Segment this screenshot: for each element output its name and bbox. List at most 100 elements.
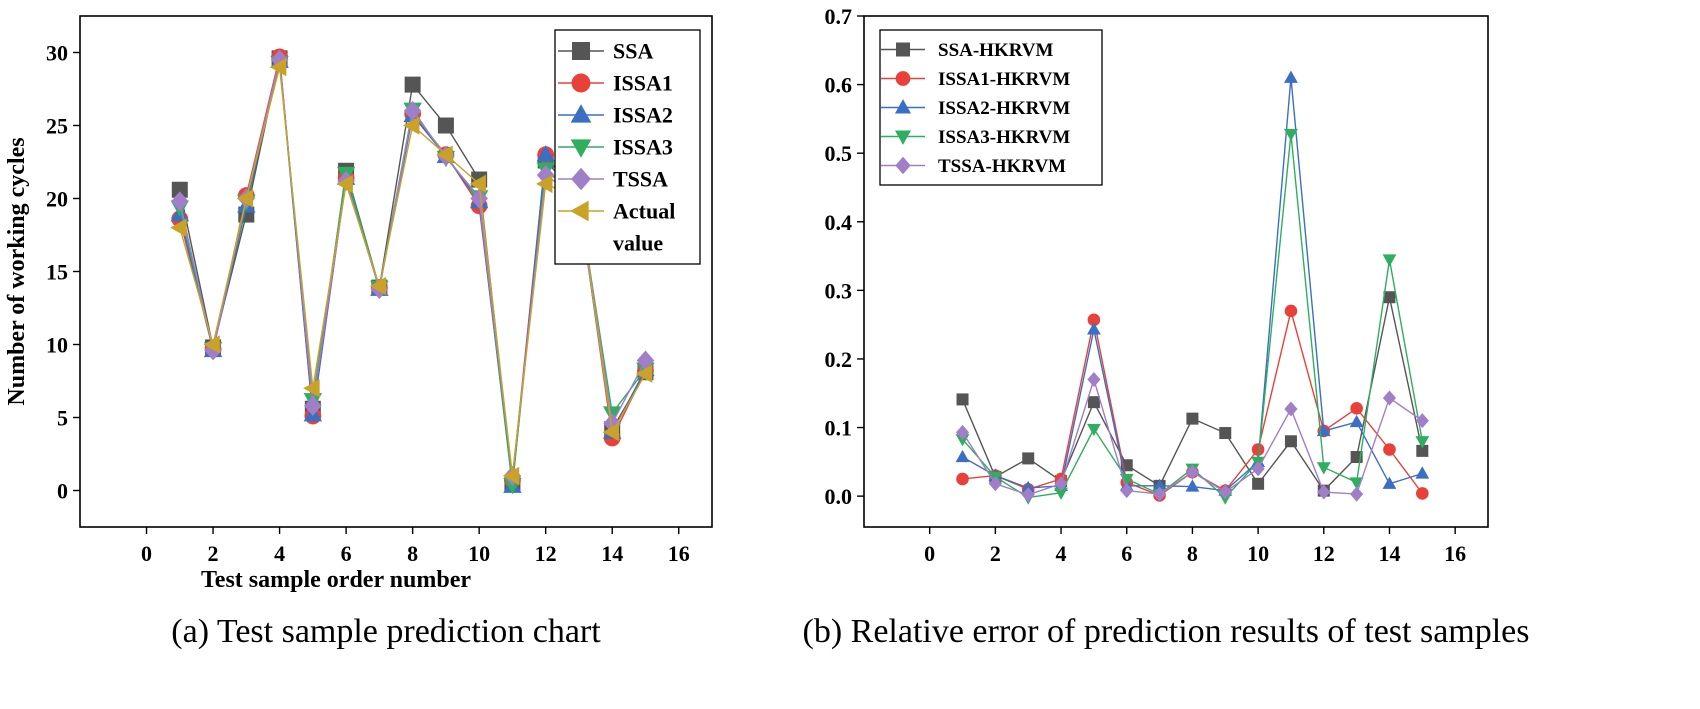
chart-b-data-point (956, 393, 969, 406)
chart-b-y-tick-label: 0.2 (825, 347, 853, 372)
chart-a-y-tick-label: 20 (46, 187, 68, 212)
chart-a-legend-marker (570, 139, 592, 158)
chart-b-legend-label: ISSA2-HKRVM (938, 98, 1070, 119)
chart-b-legend-marker (895, 71, 911, 86)
chart-b-legend-item: ISSA3-HKRVM (881, 127, 1070, 148)
chart-a-legend-label-line: value (613, 231, 663, 256)
chart-a-data-point (403, 100, 422, 121)
chart-b-data-point (955, 449, 970, 463)
chart-a-data-point (536, 145, 555, 162)
chart-b-data-point (1382, 254, 1397, 267)
chart-b-data-point (1382, 476, 1397, 489)
chart-a-legend-item: SSA (558, 39, 653, 64)
chart-a-data-point (469, 174, 486, 194)
chart-b-x-tick-label: 2 (990, 541, 1001, 566)
chart-b-x-tick-label: 0 (924, 541, 935, 566)
chart-b-data-point (1382, 390, 1397, 406)
chart-b-x-tick-label: 10 (1247, 541, 1269, 566)
chart-b-data-point (1349, 414, 1364, 428)
chart-a-data-point (270, 49, 289, 70)
chart-a-data-point (204, 340, 222, 361)
chart-a-legend-item: ISSA2 (558, 103, 673, 128)
chart-b-x-tick-label: 14 (1378, 541, 1400, 566)
chart-a-data-point (403, 116, 420, 135)
chart-b-data-point (1086, 322, 1101, 335)
chart-b-y-tick-label: 0.1 (825, 416, 853, 441)
chart-b-data-point (988, 476, 1002, 492)
chart-b-y-tick-label: 0.0 (825, 484, 853, 509)
chart-b-x-tick-label: 4 (1056, 541, 1067, 566)
chart-a-legend-marker (570, 104, 592, 123)
chart-b: 0 2 4 6 8 10 12 14 16 0.0 0.1 0.2 0.3 0.4 0.5 0.6 0.7 (b)… (803, 4, 1530, 650)
chart-b-data-point (1185, 479, 1200, 492)
chart-b-legend-label: ISSA1-HKRVM (938, 69, 1070, 90)
chart-b-data-point (1284, 401, 1298, 417)
chart-b-data-point (1349, 477, 1364, 490)
chart-a-y-tick-label: 5 (57, 406, 68, 431)
chart-b-data-point (1186, 412, 1199, 425)
chart-a-caption: (a) Test sample prediction chart (171, 613, 601, 650)
chart-b-plot-frame (863, 15, 1489, 528)
chart-a-legend-marker (570, 200, 589, 222)
chart-b-data-point (1416, 487, 1429, 500)
chart-b-data-point (1383, 443, 1396, 456)
chart-a-legend-item: TSSA (558, 167, 668, 192)
chart-a-data-point (203, 335, 220, 354)
chart-a-data-point (536, 174, 553, 194)
chart-a-data-point (269, 57, 287, 77)
chart-b-legend-label: TSSA-HKRVM (938, 156, 1066, 177)
chart-b-data-point (1054, 487, 1068, 500)
chart-a-x-tick-label: 6 (341, 541, 352, 566)
chart-a-data-point (170, 218, 187, 237)
chart-a-legend-item: ISSA1 (558, 71, 673, 96)
chart-a: 0 2 4 6 8 10 12 14 16 0 5 10 15 20 25 30 Test sample ord… (4, 15, 713, 650)
chart-b-data-point (1087, 372, 1101, 388)
chart-b-data-point (955, 424, 970, 440)
chart-a-data-point (304, 395, 322, 416)
chart-a-data-point (636, 350, 655, 371)
chart-a-data-point (602, 422, 620, 442)
chart-b-data-point (1021, 480, 1036, 494)
chart-a-x-tick-label: 12 (535, 541, 557, 566)
chart-b-y-tick-label: 0.7 (825, 4, 853, 29)
chart-b-data-point (1087, 313, 1101, 327)
chart-b-series-5 (955, 372, 1429, 503)
chart-b-data-point (1218, 484, 1232, 500)
chart-b-data-point (1086, 423, 1101, 437)
chart-b-data-point (1350, 486, 1364, 502)
chart-b-legend-item: TSSA-HKRVM (881, 156, 1066, 177)
chart-b-data-point (956, 472, 969, 486)
chart-b-legend-marker (894, 99, 912, 114)
chart-a-legend-label: TSSA (613, 167, 668, 192)
chart-a-x-tick-label: 0 (141, 541, 152, 566)
chart-a-data-point (303, 379, 320, 398)
chart-a-x-tick-label: 8 (407, 541, 418, 566)
chart-b-data-point (1350, 402, 1363, 415)
chart-b-data-point (1252, 477, 1265, 490)
chart-b-legend-marker (896, 42, 910, 57)
chart-a-data-point (171, 181, 188, 198)
chart-a-data-point (336, 174, 353, 194)
chart-b-data-point (1120, 483, 1134, 499)
chart-a-series-6 (170, 57, 653, 486)
chart-a-legend: SSA ISSA1 ISSA2 ISSA3 TSSA Actual value (554, 29, 701, 265)
chart-b-data-point (1284, 70, 1298, 83)
chart-a-legend-marker (572, 42, 590, 60)
chart-b-data-point (1415, 436, 1430, 449)
chart-b-data-point (1251, 443, 1265, 456)
chart-a-x-axis-label: Test sample order number (201, 567, 471, 593)
chart-b-data-point (1054, 476, 1068, 492)
chart-b-legend-item: ISSA1-HKRVM (881, 69, 1070, 90)
chart-a-legend-marker (571, 167, 591, 191)
chart-a-y-tick-label: 10 (46, 333, 68, 358)
chart-a-legend-label: ISSA1 (613, 71, 673, 96)
chart-b-data-point (1219, 427, 1232, 440)
chart-b-data-point (1416, 444, 1429, 457)
chart-b-data-point (1316, 462, 1331, 475)
chart-a-legend-item: ISSA3 (558, 135, 673, 160)
chart-b-data-point (1021, 487, 1035, 503)
chart-b-data-point (1284, 304, 1298, 318)
chart-a-data-point (536, 165, 555, 186)
chart-a-x-tick-label: 4 (274, 541, 285, 566)
chart-a-legend-label: Actual value (613, 199, 675, 256)
